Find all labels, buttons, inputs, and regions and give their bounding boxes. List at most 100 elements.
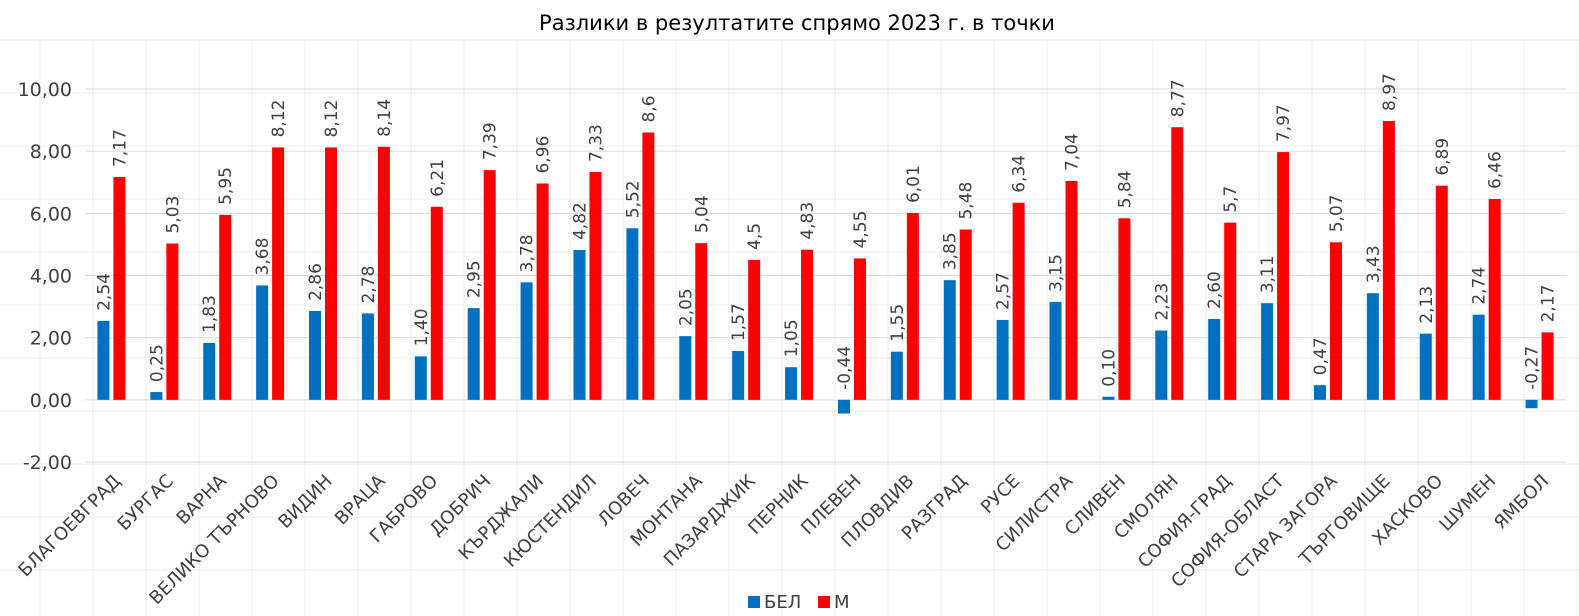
data-label: 6,89	[1433, 138, 1453, 176]
data-label: 2,57	[994, 272, 1014, 310]
bar-bel	[256, 285, 269, 400]
data-label: 2,60	[1205, 271, 1225, 309]
bar-bel	[1049, 301, 1062, 400]
data-label: 8,97	[1380, 73, 1400, 111]
bar-bel	[414, 356, 427, 400]
data-label: 5,95	[216, 167, 236, 205]
bar-bel	[890, 351, 903, 400]
bar-bel	[150, 392, 163, 400]
y-tick-label: 4,00	[30, 266, 72, 288]
bar-m	[219, 214, 232, 400]
data-label: 4,55	[851, 211, 871, 249]
data-label: 7,04	[1063, 133, 1083, 171]
bar-m	[272, 147, 285, 400]
data-labels: 2,54 7,17 0,25 5,03 1,83 5,95 3,68 8,12 2,86 8,12…	[94, 73, 1558, 390]
x-tick-label: ЯМБОЛ	[1490, 471, 1553, 534]
bar-bel	[785, 367, 798, 400]
bar-bel	[203, 342, 216, 400]
data-label: 2,05	[676, 288, 696, 326]
data-label: 8,77	[1168, 79, 1188, 117]
legend-swatch	[748, 596, 760, 608]
bar-bel	[1472, 314, 1485, 400]
data-label: 5,48	[957, 182, 977, 220]
data-label: 5,07	[1327, 194, 1347, 232]
bar-m	[483, 170, 496, 400]
bar-m	[589, 171, 602, 400]
data-label: 1,55	[888, 304, 908, 342]
data-label: 8,12	[322, 100, 342, 138]
bar-bel	[520, 282, 533, 400]
data-label: 6,21	[428, 159, 448, 197]
x-tick-label: КЮСТЕНДИЛ	[500, 471, 601, 572]
bar-bel	[309, 310, 322, 400]
data-label: 2,74	[1470, 267, 1490, 305]
legend-label: БЕЛ	[764, 592, 801, 613]
data-label: 1,40	[412, 308, 432, 346]
data-label: 5,03	[163, 196, 183, 234]
bar-m	[1435, 185, 1448, 400]
x-tick-label: СОФИЯ-ГРАД	[1134, 471, 1236, 573]
data-label: 2,23	[1152, 283, 1172, 321]
data-label: 7,17	[110, 129, 130, 167]
chart-title: Разлики в резултатите спрямо 2023 г. в т…	[539, 11, 1055, 35]
x-tick-label: ТЪРГОВИЩЕ	[1295, 471, 1395, 571]
bar-bel	[97, 320, 110, 400]
data-label: 0,47	[1311, 337, 1331, 375]
bar-bel	[1102, 396, 1115, 400]
x-tick-label: ШУМЕН	[1435, 471, 1500, 536]
bar-m	[695, 243, 708, 400]
bar-bel	[1366, 293, 1379, 400]
bar-m	[1171, 127, 1184, 400]
y-tick-label: 10,00	[18, 79, 72, 101]
data-label: 5,52	[623, 180, 643, 218]
bar-m	[801, 249, 814, 400]
data-label: -0,44	[835, 346, 855, 390]
bar-m	[113, 176, 126, 400]
bar-bel	[837, 399, 850, 414]
data-label: 3,68	[253, 238, 273, 276]
data-label: 1,57	[729, 303, 749, 341]
data-label: 8,12	[269, 100, 289, 138]
bar-m	[325, 147, 338, 400]
data-label: 2,17	[1539, 285, 1559, 323]
data-label: 3,43	[1364, 245, 1384, 283]
bar-m	[853, 258, 866, 400]
bar-bel	[573, 250, 586, 400]
bar-bel	[467, 308, 480, 400]
y-tick-label: 8,00	[30, 141, 72, 163]
data-label: 8,6	[639, 95, 659, 122]
data-label: 5,84	[1115, 170, 1135, 208]
data-label: 7,97	[1274, 104, 1294, 142]
bar-bel	[1155, 330, 1168, 400]
data-label: 7,39	[481, 122, 501, 160]
bar-bel	[1313, 385, 1326, 400]
data-label: 5,04	[692, 195, 712, 233]
bar-m	[430, 206, 443, 400]
data-label: 8,14	[375, 99, 395, 137]
x-tick-label: БЛАГОЕВГРАД	[14, 471, 125, 582]
bar-bel	[1208, 319, 1221, 400]
bar-m	[1012, 202, 1025, 400]
data-label: 7,33	[586, 124, 606, 162]
bar-bel	[1525, 399, 1538, 409]
x-tick-label: РУСЕ	[977, 471, 1024, 518]
bar-m	[1541, 332, 1554, 400]
bar-m	[1277, 152, 1290, 400]
y-tick-label: 0,00	[30, 390, 72, 412]
data-label: 6,34	[1010, 155, 1030, 193]
x-tick-label: ПАЗАРДЖИК	[660, 471, 760, 571]
data-label: 3,85	[941, 232, 961, 270]
data-label: 2,78	[359, 266, 379, 304]
data-label: 3,11	[1258, 255, 1278, 293]
bar-m	[642, 132, 655, 400]
data-label: -0,27	[1523, 346, 1543, 390]
data-label: 4,83	[798, 202, 818, 240]
data-label: 0,25	[147, 344, 167, 382]
data-label: 3,78	[518, 234, 538, 272]
data-label: 2,86	[306, 263, 326, 301]
bar-m	[166, 243, 179, 400]
data-label: 0,10	[1099, 349, 1119, 387]
bar-m	[959, 229, 972, 400]
bar-bel	[679, 336, 692, 400]
